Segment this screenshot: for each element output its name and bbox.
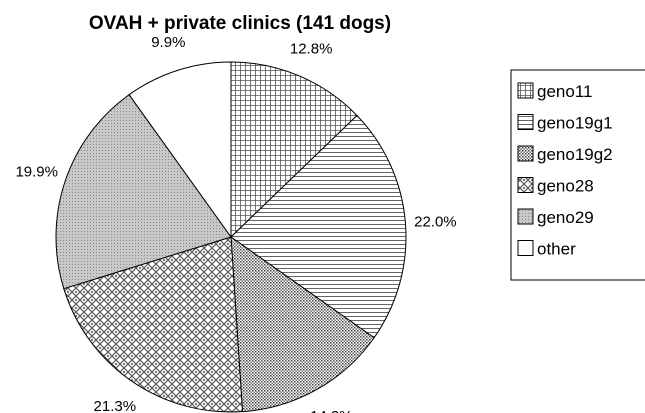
legend-swatch-other bbox=[517, 240, 534, 256]
slice-other bbox=[128, 61, 232, 239]
slice-geno19g2 bbox=[230, 235, 375, 413]
legend-swatch-geno11 bbox=[517, 82, 534, 99]
legend: geno11 geno19g1 geno19g2 geno28 geno29 other bbox=[510, 69, 645, 281]
legend-swatch-geno19g2 bbox=[517, 145, 534, 162]
pie-value-labels: 12.8% 22.0% 14.2% 21.3% 19.9% 9.9% bbox=[15, 34, 456, 413]
slice-geno28 bbox=[63, 236, 244, 413]
legend-label-geno29: geno29 bbox=[537, 208, 594, 227]
chart-title: OVAH + private clinics (141 dogs) bbox=[89, 13, 391, 34]
legend-label-geno19g2: geno19g2 bbox=[537, 145, 613, 164]
legend-label-geno19g1: geno19g1 bbox=[537, 114, 613, 133]
value-label-geno11: 12.8% bbox=[290, 40, 333, 57]
slice-geno29 bbox=[55, 94, 232, 290]
value-label-geno19g2: 14.2% bbox=[310, 408, 353, 413]
legend-swatch-geno19g1 bbox=[517, 114, 534, 130]
value-label-geno28: 21.3% bbox=[94, 398, 137, 413]
legend-label-other: other bbox=[537, 240, 576, 259]
value-label-other: 9.9% bbox=[151, 34, 185, 51]
value-label-geno29: 19.9% bbox=[15, 164, 58, 181]
slice-geno11 bbox=[230, 61, 358, 239]
pie-slices bbox=[55, 61, 407, 413]
legend-swatch-geno29 bbox=[517, 208, 534, 225]
legend-swatch-geno28 bbox=[517, 177, 534, 193]
slice-geno19g1 bbox=[230, 114, 407, 339]
value-label-geno19g1: 22.0% bbox=[414, 213, 457, 230]
legend-label-geno11: geno11 bbox=[537, 82, 592, 101]
legend-label-geno28: geno28 bbox=[537, 177, 594, 196]
